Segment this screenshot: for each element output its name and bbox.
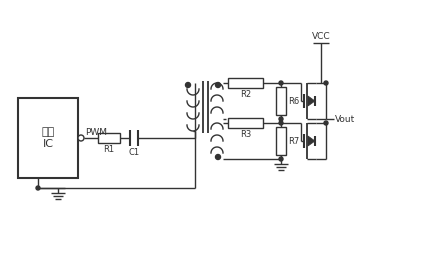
Bar <box>18 98 78 178</box>
Text: 电源
IC: 电源 IC <box>42 127 55 149</box>
Polygon shape <box>308 96 315 106</box>
Bar <box>228 78 263 88</box>
Circle shape <box>324 81 328 85</box>
Circle shape <box>216 154 220 159</box>
Text: R3: R3 <box>240 130 251 139</box>
Text: R7: R7 <box>288 136 299 146</box>
Bar <box>228 118 263 128</box>
Circle shape <box>78 135 84 141</box>
Circle shape <box>279 81 283 85</box>
Circle shape <box>36 186 40 190</box>
Circle shape <box>279 157 283 161</box>
Circle shape <box>279 121 283 125</box>
Bar <box>276 127 286 155</box>
Text: R1: R1 <box>103 145 115 154</box>
Circle shape <box>279 117 283 121</box>
Circle shape <box>185 83 191 87</box>
Text: C1: C1 <box>129 148 139 157</box>
Circle shape <box>216 83 220 87</box>
Text: R2: R2 <box>240 90 251 99</box>
Text: Vout: Vout <box>335 114 355 124</box>
Text: PWM: PWM <box>85 128 107 137</box>
Bar <box>98 133 120 143</box>
Circle shape <box>324 121 328 125</box>
Polygon shape <box>308 136 315 146</box>
Bar <box>276 87 286 115</box>
Text: VCC: VCC <box>312 32 330 41</box>
Text: R6: R6 <box>288 96 299 106</box>
